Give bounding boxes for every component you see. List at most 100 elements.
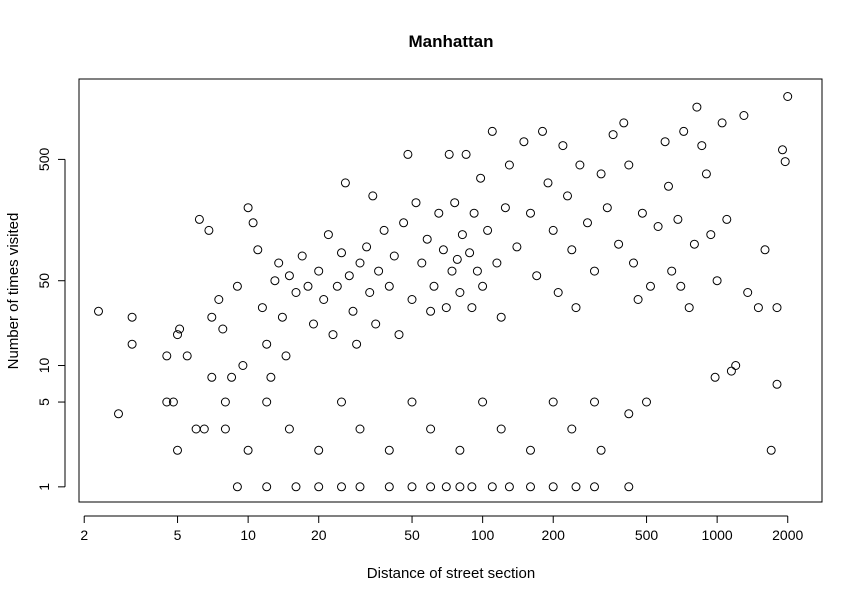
scatter-point	[168, 397, 178, 407]
scatter-point	[664, 181, 673, 191]
scatter-point	[697, 141, 707, 151]
scatter-point	[642, 397, 651, 407]
scatter-point	[238, 361, 248, 370]
x-tick-label: 2000	[772, 527, 803, 543]
scatter-point	[232, 281, 242, 291]
scatter-point	[218, 324, 228, 334]
scatter-point	[726, 366, 736, 376]
x-tick-label: 10	[240, 527, 256, 543]
x-tick-label: 50	[404, 527, 420, 543]
scatter-point	[426, 424, 436, 434]
scatter-point	[492, 258, 502, 268]
scatter-point	[553, 288, 563, 297]
scatter-point	[455, 482, 465, 492]
scatter-point	[548, 225, 558, 235]
scatter-point	[512, 242, 522, 252]
scatter-point	[653, 222, 663, 231]
scatter-point	[248, 218, 258, 228]
y-tick-label: 1	[36, 483, 52, 491]
scatter-point	[633, 295, 643, 304]
scatter-point	[337, 482, 346, 492]
scatter-point	[496, 312, 506, 322]
scatter-point	[444, 149, 454, 159]
scatter-point	[590, 482, 599, 492]
scatter-point	[646, 281, 655, 291]
scatter-point	[407, 482, 417, 492]
scatter-point	[127, 339, 137, 349]
y-axis: 1 5 10 50 500	[36, 148, 66, 491]
scatter-point	[455, 445, 465, 455]
scatter-point	[457, 230, 467, 240]
scatter-point	[504, 160, 514, 170]
scatter-point	[220, 424, 230, 434]
scatter-point	[182, 351, 192, 361]
scatter-point	[614, 239, 624, 249]
scatter-point	[571, 482, 581, 492]
scatter-point	[314, 266, 324, 276]
scatter-point	[673, 214, 683, 224]
scatter-point	[692, 102, 702, 112]
y-tick-label: 10	[36, 358, 52, 374]
x-tick-label: 2	[80, 527, 88, 543]
scatter-point	[284, 424, 294, 434]
scatter-point	[337, 248, 346, 258]
scatter-point	[438, 245, 448, 255]
scatter-point	[314, 482, 324, 492]
scatter-point	[731, 361, 741, 370]
scatter-point	[575, 160, 585, 170]
scatter-point	[175, 324, 185, 334]
scatter-point	[441, 482, 451, 492]
y-tick-label: 50	[36, 273, 52, 289]
scatter-point	[624, 160, 634, 170]
scatter-point	[162, 397, 172, 407]
scatter-point	[447, 266, 457, 276]
scatter-point	[753, 303, 763, 313]
scatter-point	[207, 372, 217, 382]
scatter-point	[476, 173, 486, 183]
scatter-point	[220, 397, 230, 407]
scatter-point	[384, 482, 394, 492]
y-tick-label: 5	[36, 398, 52, 406]
scatter-point	[352, 339, 362, 349]
scatter-point	[337, 397, 346, 407]
scatter-point	[629, 258, 638, 268]
y-axis-title: Number of times visited	[5, 213, 22, 370]
scatter-point	[291, 482, 301, 492]
scatter-point	[571, 303, 581, 313]
scatter-point	[500, 203, 510, 213]
scatter-point	[94, 306, 103, 316]
scatter-point	[772, 379, 782, 389]
scatter-point	[526, 482, 535, 492]
scatter-point	[660, 137, 670, 147]
scatter-point	[384, 445, 394, 455]
scatter-point	[227, 372, 237, 382]
scatter-point	[429, 281, 439, 291]
scatter-point	[284, 271, 294, 281]
scatter-point	[348, 306, 358, 316]
scatter-point	[504, 482, 514, 492]
scatter-point	[452, 254, 462, 264]
scatter-point	[467, 482, 477, 492]
scatter-point	[297, 251, 307, 261]
scatter-point	[127, 312, 137, 322]
x-axis-title: Distance of street section	[367, 565, 535, 582]
scatter-point	[389, 251, 399, 261]
scatter-point	[760, 245, 770, 255]
scatter-point	[355, 482, 365, 492]
scatter-point	[355, 424, 365, 434]
scatter-point	[332, 281, 342, 291]
scatter-point	[403, 149, 413, 159]
scatter-point	[496, 424, 506, 434]
scatter-point	[783, 92, 793, 101]
scatter-point	[710, 372, 720, 382]
scatter-point	[434, 208, 444, 218]
scatter-point	[214, 295, 224, 304]
scatter-point	[619, 118, 629, 128]
scatter-point	[340, 178, 350, 188]
scatter-point	[596, 445, 606, 455]
scatter-point	[519, 137, 529, 147]
scatter-point	[371, 319, 381, 329]
data-points	[94, 92, 793, 492]
scatter-point	[706, 230, 716, 240]
scatter-point	[365, 288, 375, 297]
